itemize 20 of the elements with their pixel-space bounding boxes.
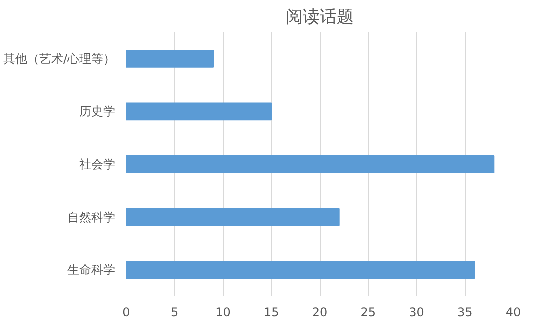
x-tick-label: 10 [216,306,231,320]
x-tick-label: 0 [122,306,130,320]
bar [126,208,340,226]
y-tick-label: 社会学 [80,158,116,172]
bar [126,102,272,121]
y-tick-label: 历史学 [80,104,116,119]
x-tick-label: 25 [360,306,376,320]
chart-title: 阅读话题 [286,8,354,28]
y-tick-label: 自然科学 [68,210,116,224]
x-tick-label: 30 [409,306,424,320]
y-tick-label: 生命科学 [68,263,116,278]
x-tick-label: 15 [264,306,280,320]
x-tick-label: 5 [171,306,179,320]
x-tick-label: 35 [457,306,473,320]
bar [126,261,476,280]
x-tick-label: 40 [506,306,522,320]
y-tick-label: 其他（艺术/心理等） [3,52,116,66]
x-tick-label: 20 [312,306,328,320]
bar [126,156,495,174]
bar [126,50,214,68]
